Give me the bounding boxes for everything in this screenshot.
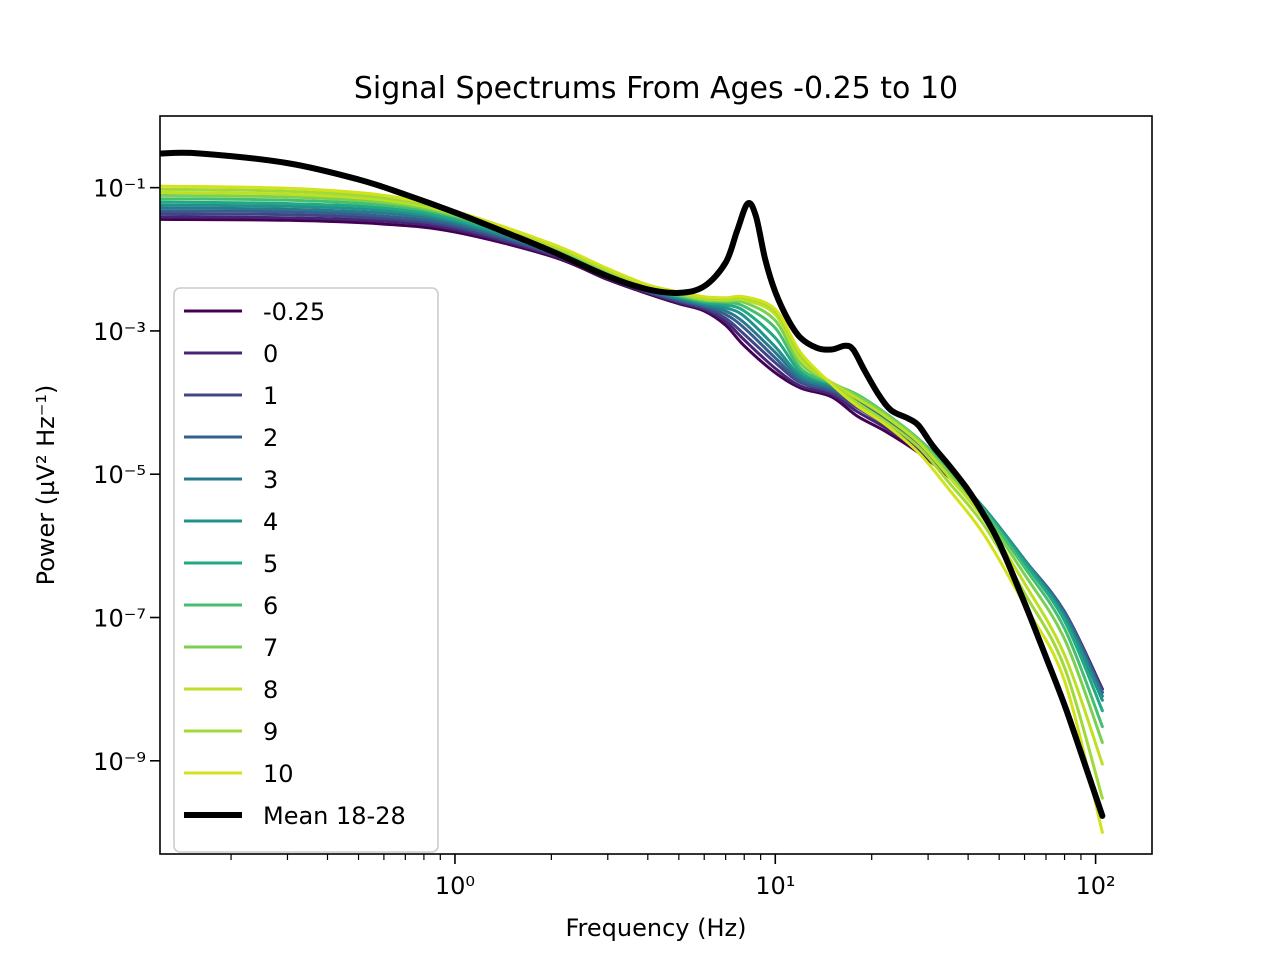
y-tick-label: 10⁻⁵ [93,461,146,489]
x-tick-label: 10² [1076,872,1116,900]
y-tick-label: 10⁻¹ [93,175,146,203]
x-axis: 10⁰ 10¹ 10² [230,854,1116,900]
x-tick-label: 10⁰ [435,872,475,900]
legend-label: 3 [263,466,278,494]
legend-label: 9 [263,718,278,746]
series-layer [160,149,1106,834]
chart-title: Signal Spectrums From Ages -0.25 to 10 [354,71,958,106]
legend-label: 4 [263,508,278,536]
y-axis: 10⁻¹ 10⁻³ 10⁻⁵ 10⁻⁷ 10⁻⁹ [93,175,160,776]
legend-label: 0 [263,340,278,368]
legend-label: 10 [263,760,294,788]
legend-label: Mean 18-28 [263,802,406,830]
y-tick-label: 10⁻³ [93,318,146,346]
y-tick-label: 10⁻⁹ [93,748,146,776]
legend-label: 2 [263,424,278,452]
y-axis-label: Power (µV² Hz⁻¹) [32,385,60,586]
legend-label: 8 [263,676,278,704]
legend-label: 5 [263,550,278,578]
legend-box [173,287,439,853]
legend-label: 6 [263,592,278,620]
legend-label: 7 [263,634,278,662]
legend-label: 1 [263,382,278,410]
series-line-12 [160,149,1106,819]
x-tick-label: 10¹ [755,872,795,900]
x-axis-label: Frequency (Hz) [566,914,747,942]
plot-frame [159,115,1153,855]
legend: -0.25 0 1 2 3 4 5 6 7 8 9 10 Mean 18-28 [173,287,439,853]
y-tick-label: 10⁻⁷ [93,605,146,633]
legend-label: -0.25 [263,298,325,326]
